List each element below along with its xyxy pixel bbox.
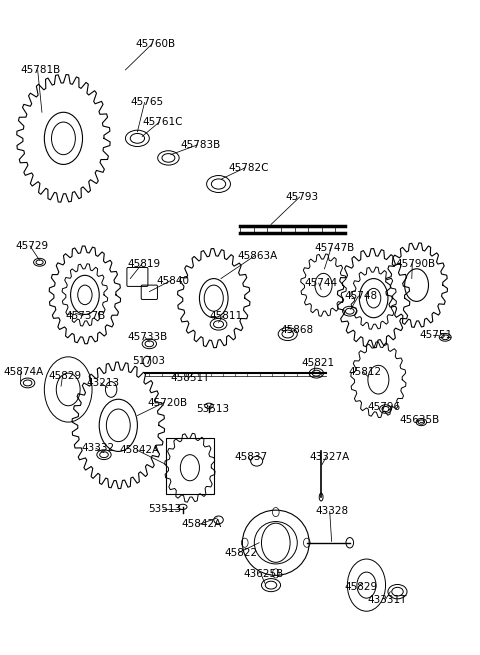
Text: 53513: 53513 — [148, 504, 181, 514]
Text: 45868: 45868 — [281, 325, 314, 335]
Text: 45635B: 45635B — [400, 415, 440, 425]
Text: 45793: 45793 — [285, 192, 318, 202]
Text: 45733B: 45733B — [128, 332, 168, 343]
Text: 45822: 45822 — [225, 548, 258, 557]
Text: 45765: 45765 — [130, 98, 163, 107]
Text: 45842A: 45842A — [120, 445, 160, 455]
Text: 45760B: 45760B — [135, 39, 175, 48]
Text: 45790B: 45790B — [395, 259, 435, 269]
Text: 45782C: 45782C — [228, 162, 269, 173]
Text: 45737B: 45737B — [66, 310, 106, 321]
Text: 45748: 45748 — [344, 291, 377, 301]
Text: 43625B: 43625B — [244, 569, 284, 579]
Text: 43331T: 43331T — [368, 595, 407, 605]
Text: 45761C: 45761C — [142, 117, 183, 127]
Text: 45874A: 45874A — [4, 367, 44, 377]
Text: 45840: 45840 — [156, 276, 190, 286]
Text: 45796: 45796 — [368, 402, 401, 412]
Text: 45851T: 45851T — [171, 373, 210, 383]
Text: 45811: 45811 — [209, 310, 242, 321]
Text: 45720B: 45720B — [147, 398, 187, 407]
Text: 45821: 45821 — [301, 358, 334, 368]
Text: 45819: 45819 — [128, 259, 161, 269]
Text: 45842A: 45842A — [182, 519, 222, 529]
Text: 43332: 43332 — [82, 443, 115, 453]
Text: 45829: 45829 — [48, 371, 81, 381]
Bar — [166, 438, 214, 494]
Text: 43328: 43328 — [315, 506, 348, 516]
Text: 43213: 43213 — [86, 378, 120, 388]
Text: 45729: 45729 — [16, 241, 49, 251]
Text: 45751: 45751 — [419, 330, 452, 341]
Text: 45829: 45829 — [344, 582, 377, 592]
Text: 45781B: 45781B — [21, 65, 61, 75]
Text: 45812: 45812 — [349, 367, 382, 377]
Text: 45747B: 45747B — [314, 243, 354, 253]
Text: 45837: 45837 — [234, 452, 267, 462]
Text: 45863A: 45863A — [238, 251, 278, 261]
Text: 45744: 45744 — [304, 278, 337, 288]
Text: 53513: 53513 — [196, 404, 229, 414]
Text: 51703: 51703 — [132, 356, 166, 366]
Text: 45783B: 45783B — [180, 140, 221, 150]
Text: 43327A: 43327A — [309, 452, 349, 462]
